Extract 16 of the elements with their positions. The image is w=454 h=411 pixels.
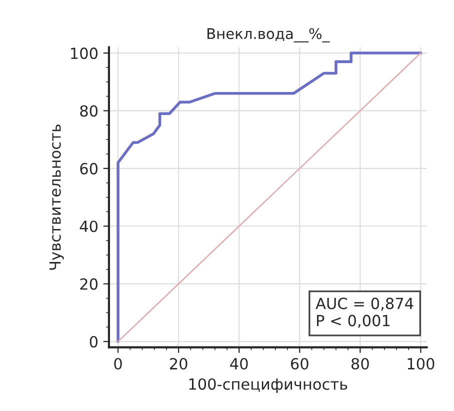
y-tick-label: 80 (80, 105, 98, 117)
x-tick-label: 40 (230, 358, 248, 370)
x-tick-label: 20 (170, 358, 188, 370)
chart-title: Внекл.вода__%_ (208, 28, 330, 42)
y-tick-label: 100 (71, 48, 98, 60)
x-tick-label: 0 (114, 358, 122, 370)
y-tick-label: 60 (80, 162, 98, 174)
y-tick-label: 20 (80, 278, 98, 290)
x-axis-title: 100-специфичность (189, 378, 348, 393)
annotation: AUC = 0,874 P < 0,001 (316, 298, 414, 328)
y-tick-label: 40 (80, 220, 98, 232)
x-tick-label: 100 (408, 358, 434, 370)
y-axis-title: Чувствительность (50, 124, 64, 270)
x-tick-label: 60 (290, 358, 308, 370)
x-tick-label: 80 (351, 358, 369, 370)
y-tick-label: 0 (90, 336, 98, 348)
